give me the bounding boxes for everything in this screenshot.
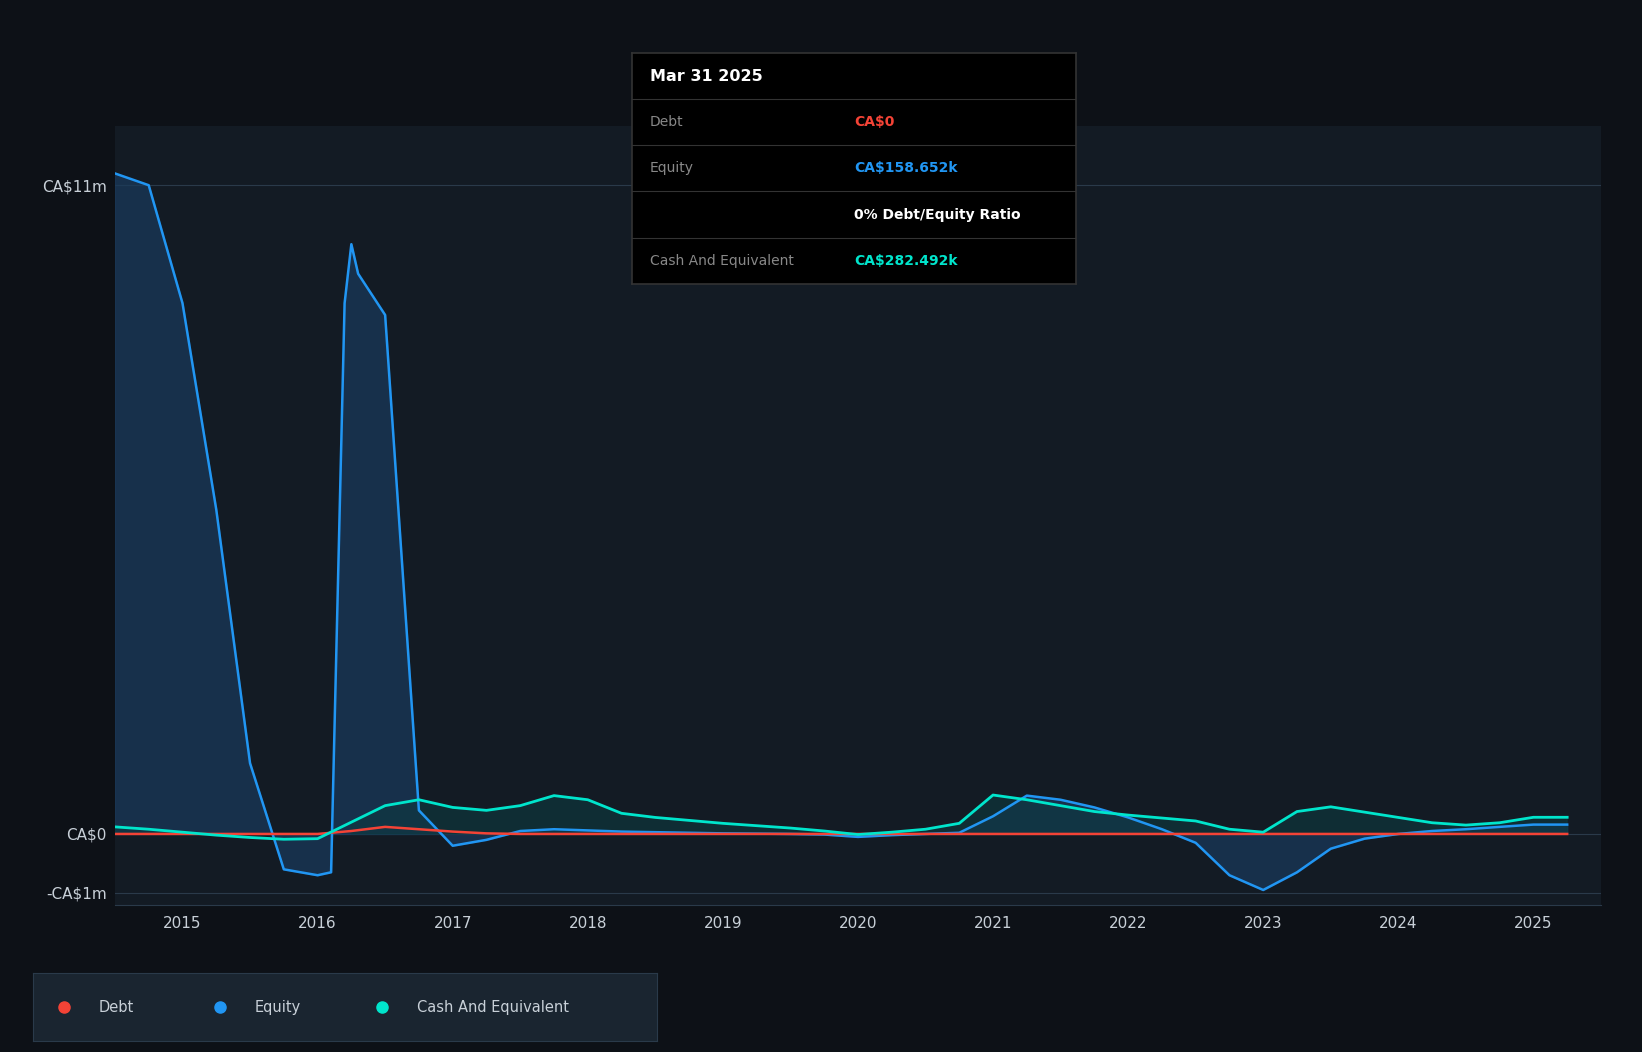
Text: CA$282.492k: CA$282.492k: [854, 254, 957, 268]
Text: Equity: Equity: [255, 999, 300, 1015]
Text: 0% Debt/Equity Ratio: 0% Debt/Equity Ratio: [854, 207, 1020, 222]
Text: Cash And Equivalent: Cash And Equivalent: [650, 254, 793, 268]
Text: CA$158.652k: CA$158.652k: [854, 161, 957, 176]
Text: CA$0: CA$0: [854, 115, 895, 129]
Text: Debt: Debt: [99, 999, 133, 1015]
Text: Equity: Equity: [650, 161, 695, 176]
Text: Cash And Equivalent: Cash And Equivalent: [417, 999, 568, 1015]
Text: Mar 31 2025: Mar 31 2025: [650, 69, 762, 84]
Text: Debt: Debt: [650, 115, 683, 129]
